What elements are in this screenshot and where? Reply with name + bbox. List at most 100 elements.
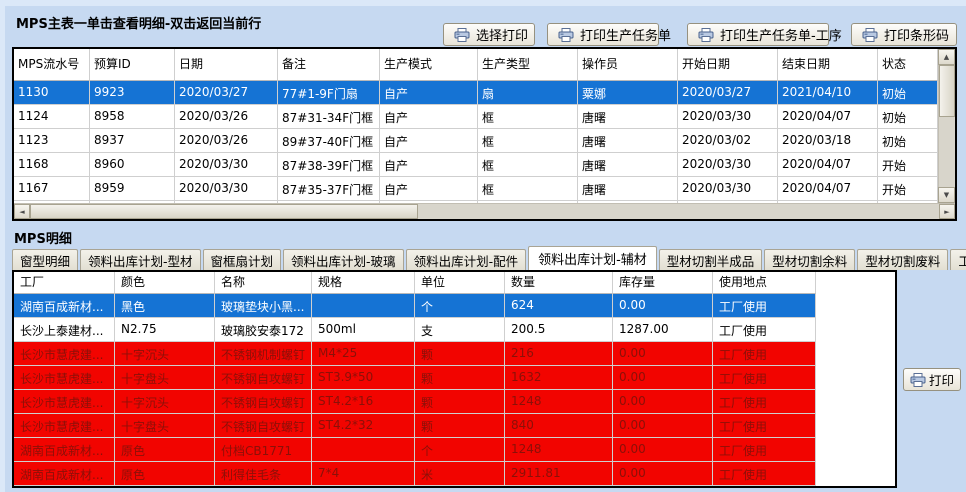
cell: 1287.00: [613, 318, 713, 342]
cell: 1248: [505, 390, 613, 414]
mps-main-grid: MPS流水号 预算ID 日期 备注 生产模式 生产类型 操作员 开始日期 结束日…: [14, 49, 938, 203]
cell: 0.00: [613, 342, 713, 366]
column-header[interactable]: MPS流水号: [14, 49, 90, 81]
cell: 初始: [878, 105, 938, 129]
main-table-horizontal-scrollbar[interactable]: ◄ ►: [14, 203, 955, 219]
main-table-row[interactable]: 1123 8937 2020/03/26 89#37-40F门框 自产 框 唐曙…: [14, 129, 938, 153]
button-label: 打印生产任务单: [580, 29, 672, 44]
detail-print-button[interactable]: 打印: [903, 368, 962, 391]
column-header[interactable]: 颜色: [115, 272, 215, 294]
scroll-right-icon[interactable]: ►: [939, 204, 955, 219]
cell: ST4.2*16: [312, 390, 415, 414]
column-header[interactable]: 状态: [878, 49, 938, 81]
tab-profile-cut-semifinished[interactable]: 型材切割半成品: [658, 249, 763, 270]
detail-section-title: MPS明细: [14, 232, 72, 247]
column-header[interactable]: 生产类型: [478, 49, 578, 81]
cell: 十字盘头: [115, 366, 215, 390]
main-table-row[interactable]: 1167 8959 2020/03/30 87#35-37F门框 自产 框 唐曙…: [14, 177, 938, 201]
cell: 2020/03/26: [175, 129, 278, 153]
main-table-row-clipped: [14, 201, 938, 203]
main-table-row[interactable]: 1168 8960 2020/03/30 87#38-39F门框 自产 框 唐曙…: [14, 153, 938, 177]
cell: 湖南百成新材...: [14, 462, 115, 486]
cell: 不锈钢自攻螺钉: [215, 390, 312, 414]
detail-row-alert[interactable]: 湖南百成新材... 原色 利得佳毛条 7*4 米 2911.81 0.00 工厂…: [14, 462, 816, 486]
cell: 长沙市慧虎建...: [14, 366, 115, 390]
detail-row-alert[interactable]: 长沙市慧虎建... 十字盘头 不锈钢自攻螺钉 ST3.9*50 颗 1632 0…: [14, 366, 816, 390]
column-header[interactable]: 操作员: [578, 49, 678, 81]
column-header[interactable]: 备注: [278, 49, 380, 81]
detail-header-row: 工厂 颜色 名称 规格 单位 数量 库存量 使用地点: [14, 272, 816, 294]
detail-row[interactable]: 长沙上泰建材... N2.75 玻璃胶安泰172 500ml 支 200.5 1…: [14, 318, 816, 342]
print-task-sheet-process-button[interactable]: 打印生产任务单-工序: [687, 23, 842, 46]
cell: 840: [505, 414, 613, 438]
scroll-down-icon[interactable]: ▼: [938, 187, 955, 203]
column-header[interactable]: 数量: [505, 272, 613, 294]
detail-row-alert[interactable]: 长沙市慧虎建... 十字盘头 不锈钢自攻螺钉 ST4.2*32 颗 840 0.…: [14, 414, 816, 438]
cell: 2020/03/26: [175, 105, 278, 129]
cell: 不锈钢自攻螺钉: [215, 414, 312, 438]
cell: 个: [415, 438, 505, 462]
tab-profile-cut-scrap[interactable]: 型材切割废料: [857, 249, 949, 270]
main-table-vertical-scrollbar[interactable]: ▲ ▼: [938, 49, 955, 203]
print-task-sheet-button[interactable]: 打印生产任务单: [547, 23, 671, 46]
button-label: 选择打印: [476, 29, 529, 44]
scroll-left-icon[interactable]: ◄: [14, 204, 30, 219]
column-header[interactable]: 规格: [312, 272, 415, 294]
cell: 唐曙: [578, 177, 678, 201]
main-table-row-selected[interactable]: 1130 9923 2020/03/27 77#1-9F门扇 自产 扇 粟娜 2…: [14, 81, 938, 105]
detail-row-alert[interactable]: 长沙市慧虎建... 十字沉头 不锈钢机制螺钉 M4*25 颗 216 0.00 …: [14, 342, 816, 366]
cell: 工厂使用: [713, 318, 816, 342]
vertical-scroll-thumb[interactable]: [939, 65, 955, 117]
cell: 颗: [415, 390, 505, 414]
column-header[interactable]: 单位: [415, 272, 505, 294]
tab-material-plan-glass[interactable]: 领料出库计划-玻璃: [283, 249, 404, 270]
select-print-button[interactable]: 选择打印: [443, 23, 535, 46]
cell: 624: [505, 294, 613, 318]
cell: 黑色: [115, 294, 215, 318]
column-header[interactable]: 工厂: [14, 272, 115, 294]
tab-material-plan-profile[interactable]: 领料出库计划-型材: [80, 249, 201, 270]
cell: 自产: [380, 129, 478, 153]
column-header[interactable]: 结束日期: [778, 49, 878, 81]
cell: 77#1-9F门扇: [278, 81, 380, 105]
cell: 十字沉头: [115, 390, 215, 414]
cell: 长沙市慧虎建...: [14, 390, 115, 414]
column-header[interactable]: 使用地点: [713, 272, 816, 294]
column-header[interactable]: 生产模式: [380, 49, 478, 81]
cell: 2020/03/30: [175, 153, 278, 177]
cell: 9923: [90, 81, 175, 105]
detail-row-selected[interactable]: 湖南百成新材... 黑色 玻璃垫块小黑... 个 624 0.00 工厂使用: [14, 294, 816, 318]
cell: 工厂使用: [713, 438, 816, 462]
main-table-row[interactable]: 1124 8958 2020/03/26 87#31-34F门框 自产 框 唐曙…: [14, 105, 938, 129]
detail-row-alert[interactable]: 湖南百成新材... 原色 付档CB1771 个 1248 0.00 工厂使用: [14, 438, 816, 462]
tab-profile-cut-remnant[interactable]: 型材切割余料: [764, 249, 856, 270]
detail-row-alert[interactable]: 长沙市慧虎建... 十字沉头 不锈钢自攻螺钉 ST4.2*16 颗 1248 0…: [14, 390, 816, 414]
column-header[interactable]: 开始日期: [678, 49, 778, 81]
cell: 2020/03/30: [678, 105, 778, 129]
tab-process[interactable]: 工序: [950, 249, 966, 270]
tab-window-detail[interactable]: 窗型明细: [12, 249, 79, 270]
tab-material-plan-auxiliary[interactable]: 领料出库计划-辅材: [528, 246, 657, 270]
cell: 颗: [415, 342, 505, 366]
cell: 框: [478, 153, 578, 177]
cell: 0.00: [613, 390, 713, 414]
cell: 2021/04/10: [778, 81, 878, 105]
cell: 框: [478, 177, 578, 201]
column-header[interactable]: 名称: [215, 272, 312, 294]
column-header[interactable]: 预算ID: [90, 49, 175, 81]
scroll-up-icon[interactable]: ▲: [938, 49, 955, 65]
cell: 开始: [878, 153, 938, 177]
cell: 2020/03/18: [778, 129, 878, 153]
cell: 2020/04/07: [778, 105, 878, 129]
cell: 湖南百成新材...: [14, 438, 115, 462]
tab-frame-sash-plan[interactable]: 窗框扇计划: [202, 249, 282, 270]
cell: 1248: [505, 438, 613, 462]
cell: 2020/03/27: [678, 81, 778, 105]
column-header[interactable]: 库存量: [613, 272, 713, 294]
horizontal-scroll-thumb[interactable]: [30, 204, 418, 219]
column-header[interactable]: 日期: [175, 49, 278, 81]
print-barcode-button[interactable]: 打印条形码: [851, 23, 957, 46]
tab-material-plan-fittings[interactable]: 领料出库计划-配件: [405, 249, 527, 270]
cell: 颗: [415, 366, 505, 390]
cell: 十字盘头: [115, 414, 215, 438]
